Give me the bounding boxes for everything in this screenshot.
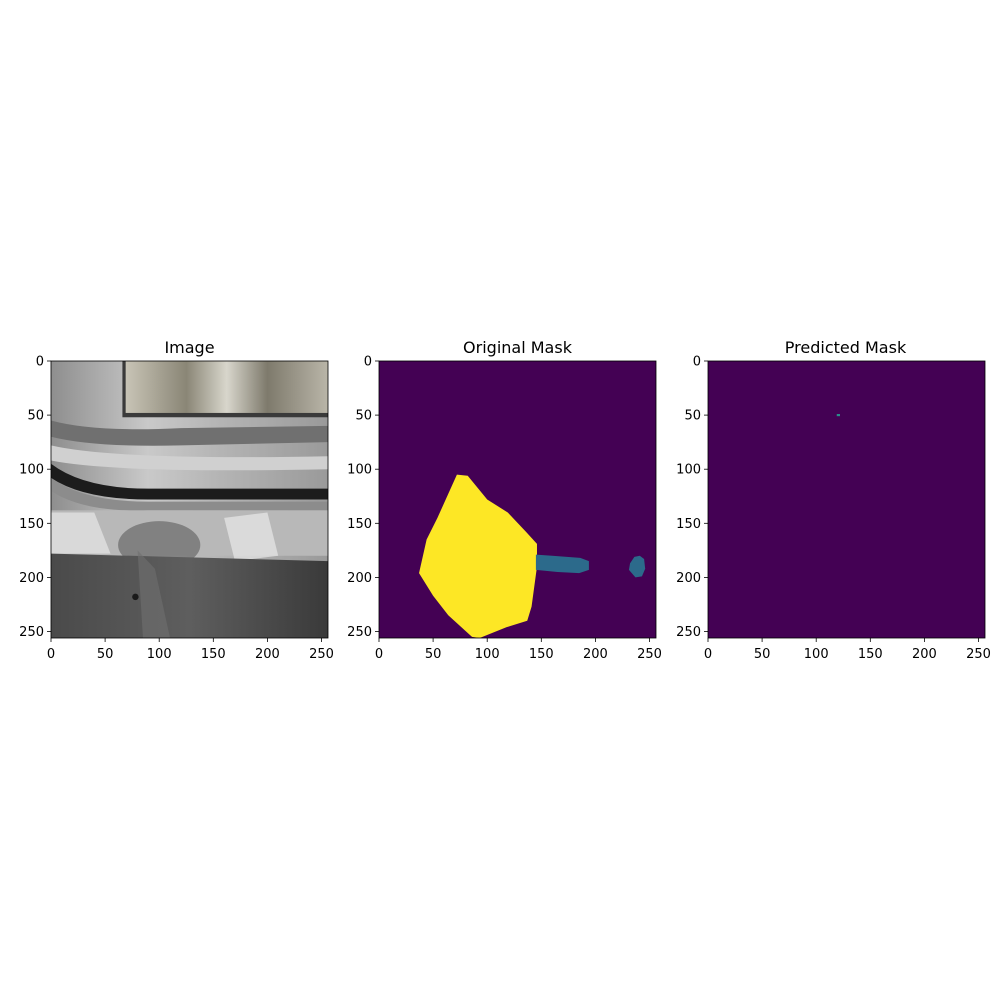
mask-region-2 xyxy=(628,555,646,578)
x-tick-label: 200 xyxy=(583,647,608,662)
mask-region-1 xyxy=(535,554,589,574)
x-tick-label: 100 xyxy=(804,647,829,662)
x-tick-label: 200 xyxy=(912,647,937,662)
x-tick-label: 150 xyxy=(529,647,554,662)
x-tick-label: 250 xyxy=(637,647,662,662)
x-tick-label: 200 xyxy=(255,647,280,662)
y-tick-label: 250 xyxy=(676,625,701,640)
original-mask-image xyxy=(379,361,656,638)
y-tick-label: 250 xyxy=(19,625,44,640)
y-tick-label: 100 xyxy=(19,463,44,478)
y-tick-label: 100 xyxy=(676,463,701,478)
mask-region-0 xyxy=(836,414,841,417)
x-tick-label: 100 xyxy=(147,647,172,662)
y-tick-label: 200 xyxy=(347,571,372,586)
y-tick-label: 0 xyxy=(36,355,44,370)
x-tick-label: 50 xyxy=(425,647,442,662)
y-tick-label: 250 xyxy=(347,625,372,640)
y-tick-label: 50 xyxy=(355,409,372,424)
y-tick-label: 150 xyxy=(19,517,44,532)
x-tick-label: 50 xyxy=(97,647,114,662)
predicted-mask-image xyxy=(708,361,985,638)
x-tick-label: 0 xyxy=(47,647,55,662)
y-tick-label: 150 xyxy=(676,517,701,532)
x-tick-label: 0 xyxy=(704,647,712,662)
panel-predicted-mask: Predicted Mask 0 50 100 150 200 2500501001502… xyxy=(676,338,991,662)
x-tick-label: 250 xyxy=(309,647,334,662)
y-tick-label: 0 xyxy=(693,355,701,370)
mask-background xyxy=(708,361,985,638)
y-tick-label: 0 xyxy=(364,355,372,370)
x-tick-label: 50 xyxy=(754,647,771,662)
x-tick-label: 150 xyxy=(858,647,883,662)
panel-title: Original Mask xyxy=(463,338,573,357)
y-tick-label: 200 xyxy=(676,571,701,586)
y-tick-label: 150 xyxy=(347,517,372,532)
panel-title: Image xyxy=(164,338,214,357)
panel-original-mask: Original Mask 0 50 100 150 200 25005010015020… xyxy=(347,338,662,662)
x-tick-label: 250 xyxy=(966,647,991,662)
x-tick-label: 0 xyxy=(375,647,383,662)
y-tick-label: 50 xyxy=(27,409,44,424)
x-tick-label: 100 xyxy=(475,647,500,662)
y-tick-label: 50 xyxy=(684,409,701,424)
panel-title: Predicted Mask xyxy=(785,338,907,357)
car-photo xyxy=(51,361,328,638)
mask-region-0 xyxy=(419,474,537,638)
y-tick-label: 200 xyxy=(19,571,44,586)
x-tick-label: 150 xyxy=(201,647,226,662)
y-tick-label: 100 xyxy=(347,463,372,478)
